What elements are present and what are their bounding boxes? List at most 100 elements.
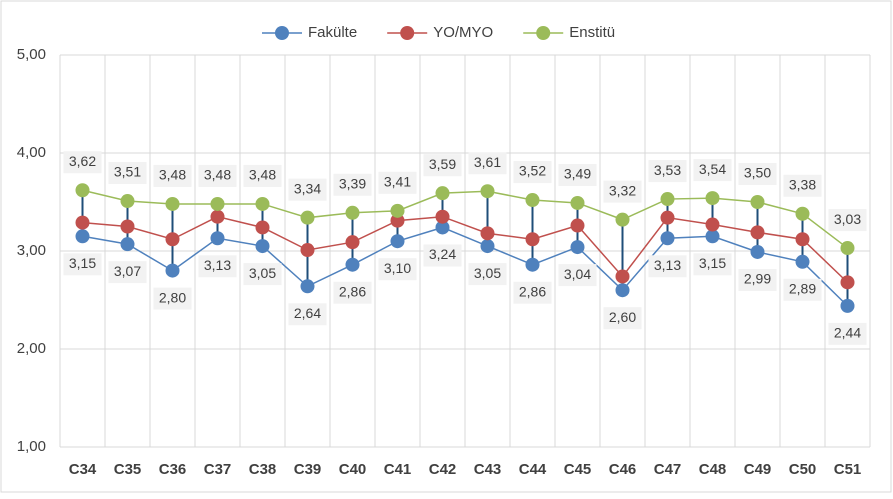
data-label: 3,54 bbox=[699, 161, 726, 177]
data-label: 2,64 bbox=[294, 305, 321, 321]
data-label-box bbox=[153, 164, 192, 187]
data-point bbox=[480, 226, 495, 241]
data-label: 3,61 bbox=[474, 154, 501, 170]
data-point bbox=[705, 229, 720, 244]
x-tick-label: C43 bbox=[474, 461, 502, 478]
data-label-box bbox=[198, 255, 237, 278]
data-label: 3,10 bbox=[384, 260, 411, 276]
data-point bbox=[165, 196, 180, 211]
data-label: 2,80 bbox=[159, 289, 186, 305]
data-point bbox=[120, 237, 135, 252]
data-label: 3,13 bbox=[654, 257, 681, 273]
x-tick-label: C37 bbox=[204, 461, 232, 478]
x-tick-label: C46 bbox=[609, 461, 637, 478]
data-point bbox=[660, 231, 675, 246]
data-label-box bbox=[648, 160, 687, 183]
data-label: 2,60 bbox=[609, 309, 636, 325]
data-label: 3,48 bbox=[204, 167, 231, 183]
data-label-box bbox=[243, 263, 282, 286]
legend-label: Enstitü bbox=[569, 24, 615, 41]
data-label-box bbox=[513, 281, 552, 304]
data-point bbox=[345, 235, 360, 250]
data-label-box bbox=[558, 264, 597, 287]
data-point bbox=[165, 232, 180, 247]
data-label-box bbox=[513, 161, 552, 184]
data-point bbox=[75, 229, 90, 244]
data-label: 3,05 bbox=[474, 265, 501, 281]
data-label: 3,13 bbox=[204, 257, 231, 273]
x-tick-label: C38 bbox=[249, 461, 277, 478]
data-point bbox=[750, 195, 765, 209]
data-point bbox=[165, 263, 180, 278]
data-label-box bbox=[468, 152, 507, 175]
y-tick-label: 2,00 bbox=[17, 340, 46, 357]
data-label: 3,34 bbox=[294, 180, 321, 196]
data-label: 3,04 bbox=[564, 266, 591, 282]
data-label-box bbox=[378, 171, 417, 194]
data-point bbox=[210, 231, 225, 246]
data-label: 3,53 bbox=[654, 162, 681, 178]
data-point bbox=[480, 239, 495, 254]
data-point bbox=[525, 232, 540, 247]
data-point bbox=[525, 193, 540, 208]
data-point bbox=[750, 244, 765, 259]
data-label-box bbox=[693, 253, 732, 276]
data-point bbox=[570, 195, 585, 210]
data-label-box bbox=[603, 307, 642, 330]
x-tick-label: C36 bbox=[159, 461, 187, 478]
data-label: 3,41 bbox=[384, 174, 411, 190]
data-point bbox=[750, 225, 765, 240]
data-label: 3,51 bbox=[114, 164, 141, 180]
data-label-box bbox=[693, 159, 732, 182]
data-label: 3,59 bbox=[429, 156, 456, 172]
data-point bbox=[75, 215, 90, 230]
data-label-box bbox=[243, 164, 282, 187]
data-label-box bbox=[423, 244, 462, 267]
x-tick-label: C48 bbox=[699, 461, 727, 478]
legend-label: YO/MYO bbox=[433, 24, 493, 41]
data-label: 3,38 bbox=[789, 176, 816, 192]
data-point bbox=[435, 209, 450, 224]
data-label: 3,03 bbox=[834, 211, 861, 227]
data-point bbox=[795, 206, 810, 221]
series-line bbox=[82, 215, 849, 283]
data-point bbox=[300, 243, 315, 258]
data-point bbox=[615, 269, 630, 284]
series-line bbox=[82, 226, 849, 307]
data-label: 3,52 bbox=[519, 163, 546, 179]
data-point bbox=[570, 240, 585, 255]
data-label-box bbox=[63, 253, 102, 276]
data-label-box bbox=[738, 163, 777, 185]
y-tick-label: 1,00 bbox=[17, 438, 46, 455]
data-label: 2,99 bbox=[744, 271, 771, 287]
data-point bbox=[840, 298, 855, 313]
data-point bbox=[390, 203, 405, 218]
data-label: 3,50 bbox=[744, 165, 771, 181]
data-label-box bbox=[108, 162, 147, 185]
legend-marker bbox=[536, 26, 551, 40]
y-tick-label: 4,00 bbox=[17, 144, 46, 161]
data-label-box bbox=[783, 278, 822, 301]
data-point bbox=[660, 192, 675, 207]
data-label-box bbox=[783, 174, 822, 197]
x-tick-label: C44 bbox=[519, 461, 547, 478]
data-label-box bbox=[333, 281, 372, 304]
x-tick-label: C51 bbox=[834, 461, 862, 478]
y-tick-label: 5,00 bbox=[17, 46, 46, 63]
data-label-box bbox=[423, 154, 462, 177]
data-label: 3,48 bbox=[249, 167, 276, 183]
x-tick-label: C34 bbox=[69, 461, 97, 478]
x-tick-label: C47 bbox=[654, 461, 682, 478]
series-line bbox=[82, 189, 848, 249]
data-label-box bbox=[153, 287, 192, 310]
data-label-box bbox=[468, 263, 507, 286]
x-tick-label: C35 bbox=[114, 461, 142, 478]
data-point bbox=[705, 217, 720, 232]
data-label: 3,62 bbox=[69, 153, 96, 169]
data-label: 2,89 bbox=[789, 280, 816, 296]
data-point bbox=[795, 232, 810, 247]
data-point bbox=[390, 213, 405, 228]
data-label: 3,15 bbox=[69, 255, 96, 271]
x-tick-label: C39 bbox=[294, 461, 322, 478]
